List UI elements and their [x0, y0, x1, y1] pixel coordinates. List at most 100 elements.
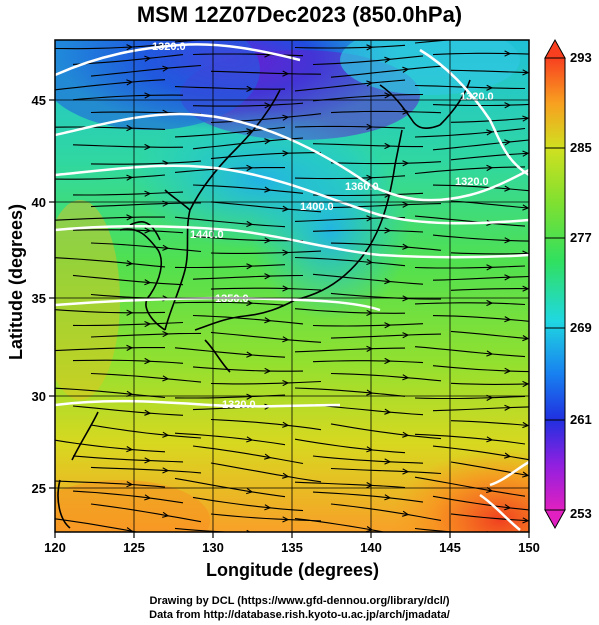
streamline — [55, 43, 166, 50]
streamline-arrow — [384, 56, 392, 63]
streamline-arrow — [486, 129, 494, 136]
streamline — [174, 432, 286, 446]
streamline-arrow — [366, 215, 374, 222]
streamline-arrow — [366, 258, 374, 266]
streamline — [210, 418, 322, 431]
streamline — [90, 242, 202, 253]
streamline-arrow — [384, 142, 392, 150]
streamline-arrow — [402, 468, 410, 475]
streamline-arrow — [144, 457, 152, 464]
streamline — [210, 331, 322, 343]
contour-label: 1320.0 — [152, 41, 186, 53]
streamline-arrow — [144, 279, 152, 286]
colorbar-tick-label: 261 — [570, 412, 592, 427]
y-tick-labels: 25 30 35 40 45 — [32, 93, 46, 496]
streamline-arrow — [282, 285, 290, 292]
streamline — [72, 321, 184, 327]
streamline — [55, 518, 140, 532]
streamline-arrow — [282, 70, 290, 77]
contour-label: 1320.0 — [460, 91, 494, 103]
streamline — [55, 480, 166, 488]
streamline-arrow — [504, 102, 512, 109]
streamline — [90, 372, 202, 383]
streamline-arrow — [126, 344, 134, 351]
streamline — [312, 273, 424, 285]
streamline-arrow — [486, 299, 494, 307]
grid-lines — [55, 40, 529, 532]
streamline-arrow — [162, 375, 170, 382]
streamline-arrow — [282, 379, 290, 387]
streamline — [294, 79, 406, 92]
streamline-arrow — [162, 244, 170, 251]
streamline-arrow — [402, 510, 410, 517]
streamline — [90, 160, 202, 165]
streamline-arrow — [264, 186, 272, 193]
streamline — [414, 395, 526, 400]
streamline-arrow — [366, 526, 374, 532]
streamline-arrow — [402, 160, 410, 167]
streamline-arrow — [402, 332, 410, 339]
x-tick-label: 150 — [518, 540, 540, 555]
streamline-arrow — [504, 452, 512, 459]
streamline — [414, 476, 526, 497]
x-tick-label: 140 — [360, 540, 382, 555]
streamline-arrow — [486, 164, 494, 172]
streamline — [174, 216, 286, 228]
streamline — [312, 323, 424, 327]
streamline — [210, 380, 322, 385]
streamline-arrow — [366, 482, 374, 489]
streamline-arrow — [504, 139, 512, 146]
streamline — [192, 137, 304, 150]
streamline-arrow — [366, 309, 374, 317]
streamline-arrow — [246, 263, 254, 270]
streamline-arrow — [522, 517, 529, 524]
streamline — [72, 191, 184, 196]
streamline-arrow — [522, 204, 529, 211]
streamline-arrow — [126, 79, 134, 86]
streamline-arrow — [384, 92, 392, 99]
streamline — [414, 215, 526, 227]
streamline — [294, 308, 406, 314]
streamline — [312, 55, 424, 66]
streamline-arrow — [486, 84, 494, 91]
streamline — [414, 302, 526, 306]
streamline — [210, 250, 322, 254]
streamline — [90, 424, 202, 439]
streamline — [432, 365, 529, 373]
streamline — [192, 274, 304, 280]
streamline — [72, 144, 184, 148]
streamline — [174, 527, 236, 532]
streamline — [312, 143, 423, 148]
streamline-arrow — [522, 471, 529, 478]
streamline-arrow — [264, 273, 272, 280]
streamline — [72, 54, 184, 65]
streamline — [210, 513, 322, 522]
coastlines — [57, 79, 471, 529]
streamline-arrow — [144, 357, 152, 365]
streamline — [294, 438, 406, 454]
streamline-arrow — [162, 511, 170, 518]
colorbar: 293 285 277 269 261 253 — [544, 38, 592, 530]
streamline — [450, 117, 529, 123]
streamline-arrow — [504, 274, 512, 281]
contour-label: 1320.0 — [222, 399, 256, 411]
streamline — [432, 103, 529, 107]
streamline — [414, 346, 526, 358]
streamline — [330, 467, 442, 475]
contour-label: 1440.0 — [190, 229, 224, 241]
streamline — [210, 70, 322, 75]
streamline — [55, 79, 166, 91]
streamline — [174, 264, 286, 269]
streamline — [72, 229, 184, 234]
y-tick-label: 25 — [32, 481, 46, 496]
streamline-arrow — [144, 190, 152, 197]
x-tick-labels: 120 125 130 135 140 145 150 — [44, 540, 540, 555]
streamline — [414, 127, 526, 138]
streamline-arrow — [402, 431, 410, 438]
streamline — [90, 466, 202, 474]
streamline — [72, 359, 184, 364]
streamline-arrow — [264, 453, 272, 460]
streamline-arrow — [246, 393, 254, 400]
streamline — [312, 404, 424, 416]
streamline — [210, 287, 322, 291]
